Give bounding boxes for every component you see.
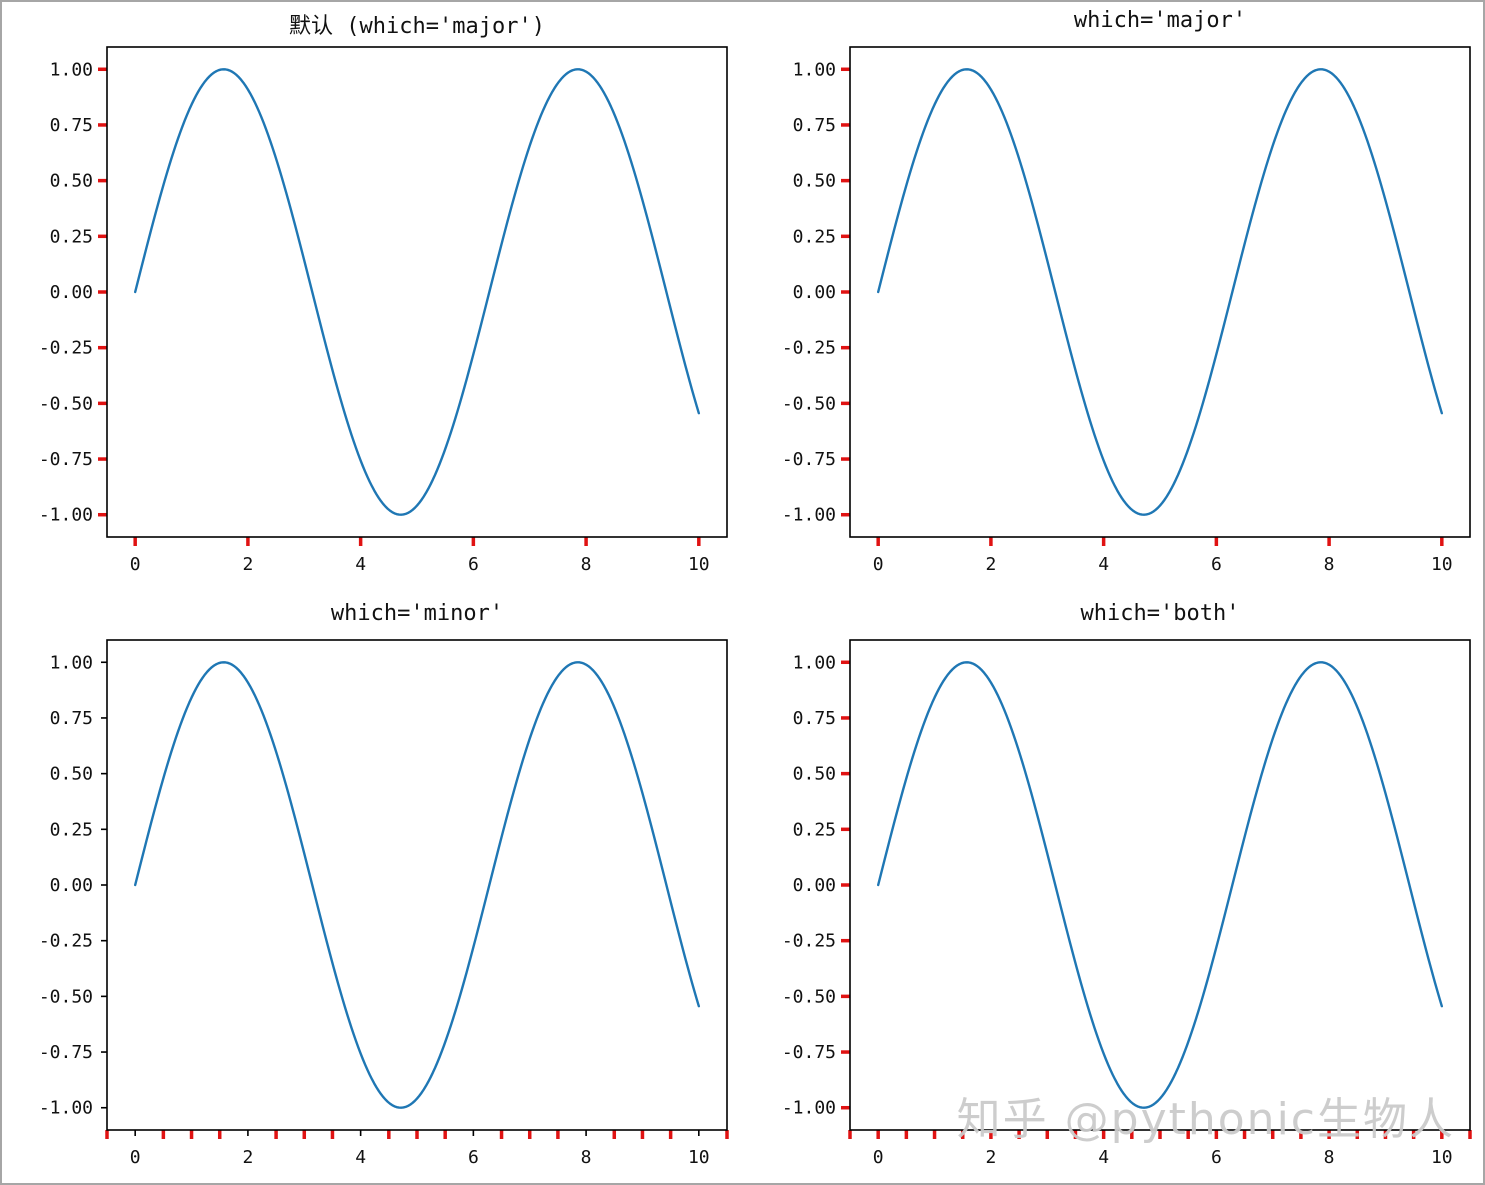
svg-text:6: 6 bbox=[1211, 1147, 1222, 1168]
svg-text:1.00: 1.00 bbox=[793, 652, 836, 673]
svg-text:8: 8 bbox=[1324, 1147, 1335, 1168]
svg-text:-0.50: -0.50 bbox=[39, 393, 93, 414]
svg-text:0: 0 bbox=[130, 1147, 141, 1168]
svg-text:8: 8 bbox=[1324, 554, 1335, 575]
svg-text:0.75: 0.75 bbox=[50, 115, 93, 136]
svg-text:6: 6 bbox=[1211, 554, 1222, 575]
svg-text:6: 6 bbox=[468, 1147, 479, 1168]
svg-text:8: 8 bbox=[581, 554, 592, 575]
subplot-title: which='both' bbox=[1080, 601, 1240, 626]
subplot-which-major: 0 2 4 6 8 10 1.00 0.75 0.50 0.25 0.00 -0.25 -0.50 -0.… bbox=[745, 2, 1483, 594]
subplot-title: 默认 (which='major') bbox=[289, 14, 545, 39]
axes-plot-which-minor: 0 2 4 6 8 10 1.00 0.75 0.50 0.25 0.00 -0.25 -0.50 -0.… bbox=[39, 639, 729, 1168]
svg-text:0.25: 0.25 bbox=[793, 819, 836, 840]
svg-text:0: 0 bbox=[873, 1147, 884, 1168]
svg-text:0.25: 0.25 bbox=[50, 226, 93, 247]
svg-text:-0.75: -0.75 bbox=[39, 449, 93, 470]
svg-text:8: 8 bbox=[581, 1147, 592, 1168]
subplot-default-major: 0 2 4 6 8 10 1.00 0.75 0.50 0.25 0.00 -0.25 -0.50 -0.… bbox=[2, 2, 744, 594]
axes-plot-default-major: 0 2 4 6 8 10 1.00 0.75 0.50 0.25 0.00 -0.25 -0.50 -0.… bbox=[39, 46, 728, 575]
svg-text:6: 6 bbox=[468, 554, 479, 575]
svg-text:-0.75: -0.75 bbox=[782, 449, 836, 470]
svg-text:2: 2 bbox=[985, 554, 996, 575]
svg-text:-0.50: -0.50 bbox=[782, 986, 836, 1007]
axes-plot-which-both: 0 2 4 6 8 10 1.00 0.75 0.50 0.25 0.00 -0.25 -0.50 -0.… bbox=[782, 639, 1472, 1168]
svg-text:0.75: 0.75 bbox=[793, 115, 836, 136]
svg-text:-0.25: -0.25 bbox=[782, 338, 836, 359]
svg-text:-1.00: -1.00 bbox=[39, 505, 93, 526]
svg-text:10: 10 bbox=[1431, 1147, 1453, 1168]
svg-text:0.75: 0.75 bbox=[50, 708, 93, 729]
svg-text:0.25: 0.25 bbox=[793, 226, 836, 247]
svg-text:1.00: 1.00 bbox=[793, 59, 836, 80]
axes-plot-which-major: 0 2 4 6 8 10 1.00 0.75 0.50 0.25 0.00 -0.25 -0.50 -0.… bbox=[782, 46, 1471, 575]
svg-text:0.00: 0.00 bbox=[50, 875, 93, 896]
svg-text:-1.00: -1.00 bbox=[782, 505, 836, 526]
svg-text:0.50: 0.50 bbox=[793, 764, 836, 785]
svg-text:1.00: 1.00 bbox=[50, 59, 93, 80]
svg-text:0.00: 0.00 bbox=[793, 875, 836, 896]
svg-text:-1.00: -1.00 bbox=[782, 1098, 836, 1119]
svg-text:0.25: 0.25 bbox=[50, 819, 93, 840]
svg-text:0: 0 bbox=[130, 554, 141, 575]
svg-text:4: 4 bbox=[355, 1147, 366, 1168]
svg-text:10: 10 bbox=[688, 554, 710, 575]
svg-text:0.50: 0.50 bbox=[793, 171, 836, 192]
svg-text:-0.75: -0.75 bbox=[782, 1042, 836, 1063]
svg-text:-0.25: -0.25 bbox=[39, 931, 93, 952]
svg-text:2: 2 bbox=[985, 1147, 996, 1168]
svg-text:-0.50: -0.50 bbox=[782, 393, 836, 414]
svg-text:0.75: 0.75 bbox=[793, 708, 836, 729]
svg-text:10: 10 bbox=[688, 1147, 710, 1168]
svg-text:-1.00: -1.00 bbox=[39, 1098, 93, 1119]
subplot-which-minor: 0 2 4 6 8 10 1.00 0.75 0.50 0.25 0.00 -0.25 -0.50 -0.… bbox=[2, 595, 744, 1183]
svg-text:10: 10 bbox=[1431, 554, 1453, 575]
svg-text:-0.25: -0.25 bbox=[782, 931, 836, 952]
svg-text:0.50: 0.50 bbox=[50, 171, 93, 192]
svg-text:0.00: 0.00 bbox=[793, 282, 836, 303]
svg-text:4: 4 bbox=[1098, 1147, 1109, 1168]
svg-text:-0.25: -0.25 bbox=[39, 338, 93, 359]
svg-text:4: 4 bbox=[355, 554, 366, 575]
svg-text:0.00: 0.00 bbox=[50, 282, 93, 303]
subplot-title: which='minor' bbox=[330, 601, 504, 626]
svg-text:1.00: 1.00 bbox=[50, 652, 93, 673]
svg-text:2: 2 bbox=[242, 1147, 253, 1168]
subplot-title: which='major' bbox=[1073, 8, 1247, 33]
svg-text:4: 4 bbox=[1098, 554, 1109, 575]
svg-text:0.50: 0.50 bbox=[50, 764, 93, 785]
svg-text:-0.75: -0.75 bbox=[39, 1042, 93, 1063]
subplot-which-both: 0 2 4 6 8 10 1.00 0.75 0.50 0.25 0.00 -0.25 -0.50 -0.… bbox=[745, 595, 1483, 1183]
svg-text:0: 0 bbox=[873, 554, 884, 575]
svg-text:2: 2 bbox=[242, 554, 253, 575]
svg-text:-0.50: -0.50 bbox=[39, 986, 93, 1007]
